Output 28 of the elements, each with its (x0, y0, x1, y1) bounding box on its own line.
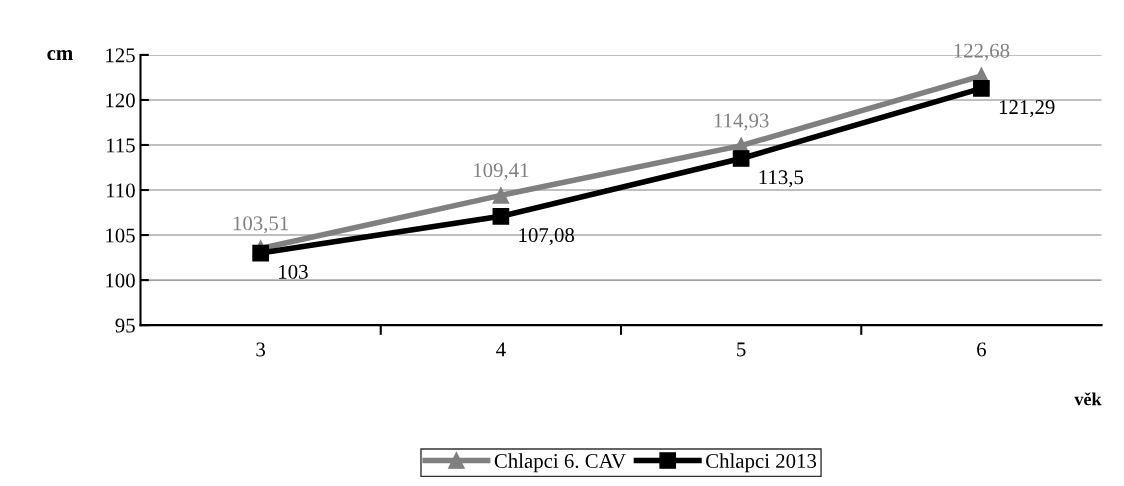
data-label: 113,5 (759, 170, 804, 188)
y-tick-label: 115 (107, 138, 135, 153)
y-tick-label: 110 (107, 183, 135, 198)
y-axis-title: cm (47, 50, 73, 61)
x-tick-label: 3 (256, 342, 266, 357)
data-label: 109,41 (474, 163, 529, 181)
point (492, 187, 510, 204)
legend-label: Chlapci 2013 (706, 453, 817, 473)
data-label: 103,51 (233, 216, 289, 234)
legend-label: Chlapci 6. CAV (494, 453, 626, 473)
y-tick-label: 100 (106, 273, 135, 288)
x-axis-title: věk (1074, 392, 1102, 406)
point (973, 80, 990, 97)
x-tick-label: 4 (496, 342, 506, 357)
point (252, 244, 269, 262)
y-tick-label: 105 (106, 228, 135, 243)
y-tick-label: 95 (115, 318, 135, 333)
x-tick-label: 6 (977, 342, 986, 357)
y-tick-label: 120 (106, 93, 135, 108)
point (492, 207, 510, 225)
data-label: 107,08 (519, 228, 575, 246)
data-label: 103 (279, 264, 308, 279)
data-label: 114,93 (714, 113, 769, 131)
data-label: 121,29 (999, 100, 1055, 118)
point (732, 150, 750, 167)
y-tick-label: 125 (106, 48, 135, 63)
data-label: 122,68 (954, 43, 1010, 61)
x-tick-label: 5 (737, 342, 746, 357)
